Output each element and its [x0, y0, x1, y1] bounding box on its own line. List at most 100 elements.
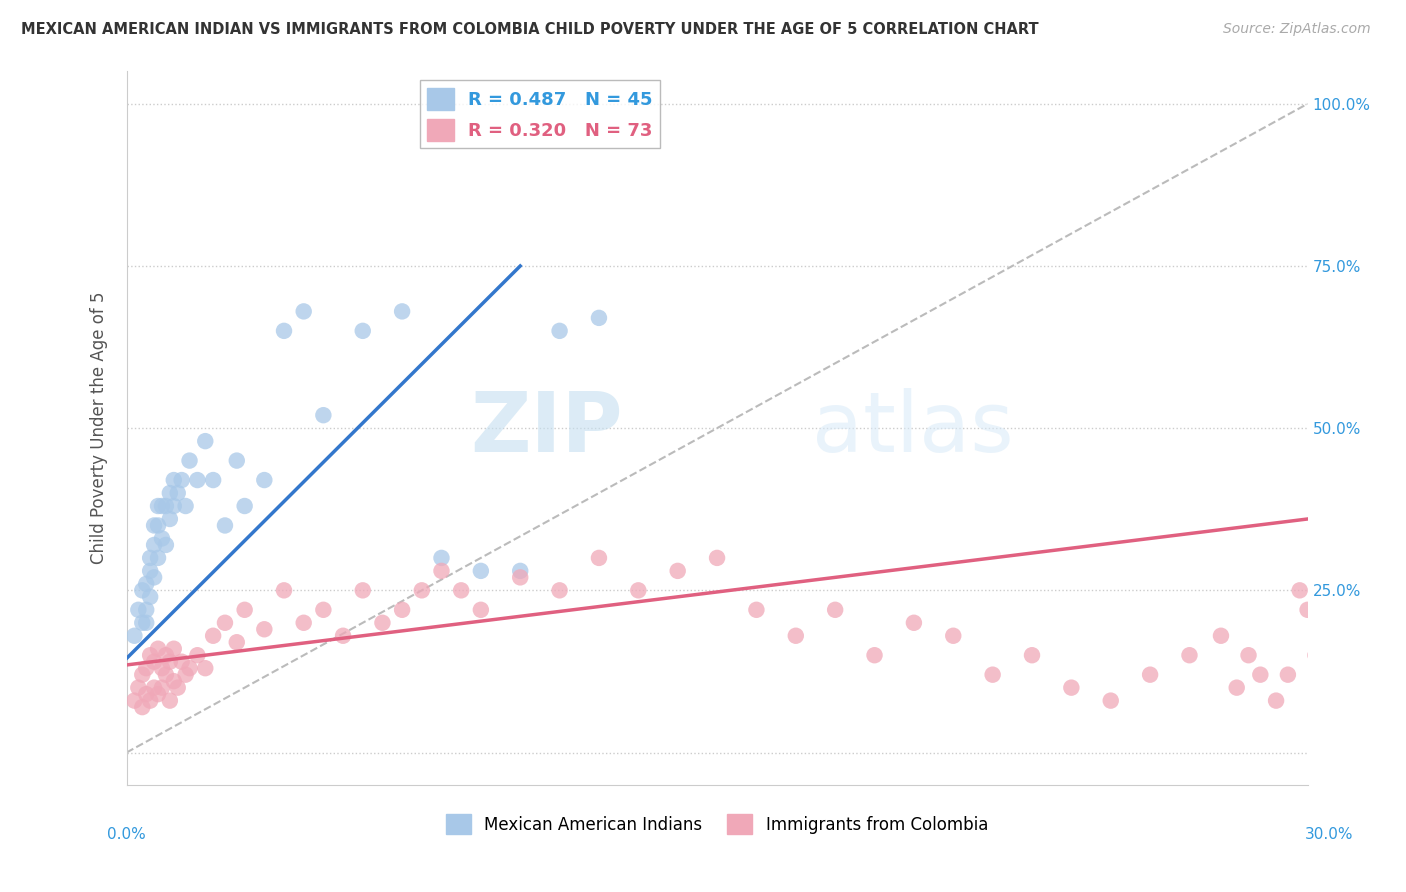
Point — [352, 324, 374, 338]
Point — [863, 648, 886, 663]
Point — [146, 687, 169, 701]
Point — [146, 499, 169, 513]
Point — [1249, 667, 1271, 681]
Point — [131, 615, 153, 630]
Y-axis label: Child Poverty Under the Age of 5: Child Poverty Under the Age of 5 — [90, 292, 108, 565]
Point — [170, 473, 193, 487]
Point — [548, 583, 571, 598]
Point — [273, 324, 295, 338]
Point — [391, 603, 413, 617]
Point — [312, 408, 335, 422]
Point — [1226, 681, 1249, 695]
Text: Source: ZipAtlas.com: Source: ZipAtlas.com — [1223, 22, 1371, 37]
Point — [135, 577, 157, 591]
Point — [194, 434, 217, 449]
Point — [150, 661, 173, 675]
Point — [470, 564, 492, 578]
Point — [131, 583, 153, 598]
Point — [253, 473, 276, 487]
Point — [706, 550, 728, 565]
Point — [194, 661, 217, 675]
Point — [666, 564, 689, 578]
Point — [371, 615, 394, 630]
Point — [745, 603, 768, 617]
Point — [214, 615, 236, 630]
Point — [233, 499, 256, 513]
Point — [430, 564, 453, 578]
Point — [588, 550, 610, 565]
Point — [143, 570, 166, 584]
Point — [1277, 667, 1299, 681]
Point — [127, 681, 149, 695]
Point — [253, 622, 276, 636]
Point — [509, 564, 531, 578]
Point — [135, 687, 157, 701]
Point — [292, 304, 315, 318]
Point — [214, 518, 236, 533]
Point — [233, 603, 256, 617]
Point — [391, 304, 413, 318]
Point — [1296, 603, 1319, 617]
Point — [150, 681, 173, 695]
Text: 30.0%: 30.0% — [1305, 827, 1353, 841]
Point — [1355, 550, 1378, 565]
Point — [143, 518, 166, 533]
Point — [1209, 629, 1232, 643]
Point — [273, 583, 295, 598]
Point — [312, 603, 335, 617]
Point — [202, 629, 225, 643]
Point — [430, 550, 453, 565]
Point — [135, 615, 157, 630]
Point — [159, 486, 181, 500]
Point — [627, 583, 650, 598]
Point — [155, 648, 177, 663]
Point — [135, 661, 157, 675]
Text: atlas: atlas — [811, 388, 1014, 468]
Text: 0.0%: 0.0% — [107, 827, 146, 841]
Point — [1265, 693, 1288, 707]
Point — [163, 641, 186, 656]
Point — [166, 681, 188, 695]
Point — [1178, 648, 1201, 663]
Point — [1316, 629, 1339, 643]
Text: MEXICAN AMERICAN INDIAN VS IMMIGRANTS FROM COLOMBIA CHILD POVERTY UNDER THE AGE : MEXICAN AMERICAN INDIAN VS IMMIGRANTS FR… — [21, 22, 1039, 37]
Point — [146, 550, 169, 565]
Point — [139, 590, 162, 604]
Point — [1327, 667, 1350, 681]
Point — [155, 667, 177, 681]
Point — [155, 499, 177, 513]
Point — [785, 629, 807, 643]
Point — [124, 693, 146, 707]
Point — [411, 583, 433, 598]
Text: ZIP: ZIP — [470, 388, 623, 468]
Point — [1288, 583, 1310, 598]
Point — [159, 512, 181, 526]
Point — [127, 603, 149, 617]
Point — [166, 486, 188, 500]
Point — [942, 629, 965, 643]
Point — [159, 693, 181, 707]
Point — [146, 518, 169, 533]
Point — [186, 648, 208, 663]
Point — [143, 681, 166, 695]
Point — [174, 499, 197, 513]
Point — [824, 603, 846, 617]
Point — [1139, 667, 1161, 681]
Point — [1060, 681, 1083, 695]
Point — [163, 499, 186, 513]
Point — [124, 629, 146, 643]
Point — [1099, 693, 1122, 707]
Point — [1305, 648, 1327, 663]
Point — [146, 641, 169, 656]
Point — [202, 473, 225, 487]
Point — [332, 629, 354, 643]
Point — [509, 570, 531, 584]
Point — [135, 603, 157, 617]
Point — [1021, 648, 1043, 663]
Point — [174, 667, 197, 681]
Point — [186, 473, 208, 487]
Point — [139, 564, 162, 578]
Point — [163, 473, 186, 487]
Point — [903, 615, 925, 630]
Point — [225, 635, 247, 649]
